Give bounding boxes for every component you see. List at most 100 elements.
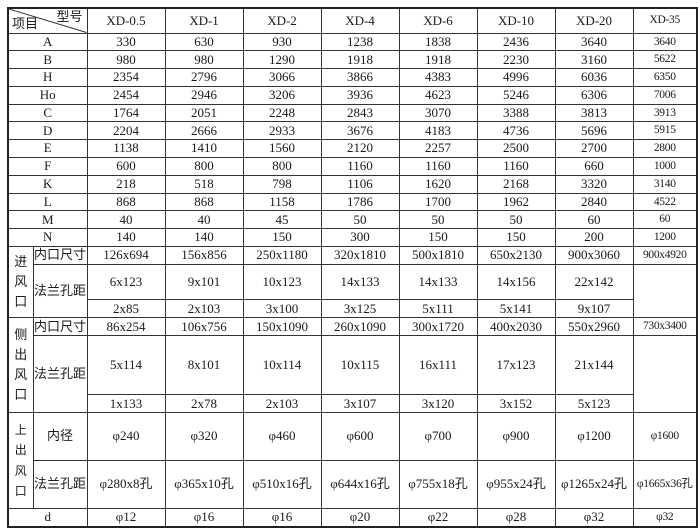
table-cell: 5x114	[86, 335, 166, 396]
table-cell: 7006	[632, 85, 698, 105]
table-cell: φ32	[632, 508, 698, 528]
header-row: 型号 项目 XD-0.5 XD-1 XD-2 XD-4 XD-6 XD-10 XD-20 XD-3…	[7, 7, 698, 34]
row-label: 内口尺寸	[32, 317, 88, 337]
table-cell: 3936	[320, 85, 400, 105]
table-cell: 5915	[632, 121, 698, 141]
table-cell: 126x694	[86, 245, 166, 265]
table-cell: 1410	[164, 139, 244, 158]
row-label: L	[7, 192, 88, 212]
table-cell: 1918	[398, 50, 478, 70]
table-cell: 550x2960	[554, 317, 634, 337]
table-cell: 3866	[320, 68, 400, 87]
row-label: 法兰孔距	[32, 460, 88, 510]
table-cell: 5696	[554, 121, 634, 141]
table-cell: 50	[320, 210, 400, 230]
row-label: E	[7, 139, 88, 158]
diagonal-divider	[9, 9, 86, 32]
table-cell: 2946	[164, 85, 244, 105]
table-cell: 980	[86, 50, 166, 70]
table-cell: 930	[242, 32, 322, 52]
row-label: C	[7, 103, 88, 123]
row-label: d	[7, 508, 88, 528]
table-cell: 40	[164, 210, 244, 230]
table-cell: φ16	[164, 508, 244, 528]
table-cell: φ32	[554, 508, 634, 528]
table-cell: 6306	[554, 85, 634, 105]
group-label: 进风口	[7, 245, 34, 319]
table-cell: 14x133	[320, 263, 400, 301]
table-cell: 2436	[476, 32, 556, 52]
table-cell: 650x2130	[476, 245, 556, 265]
table-cell: 900x4920	[632, 245, 698, 265]
table-row: 2x85 2x103 3x100 3x125 5x111 5x141 9x107	[8, 299, 697, 319]
table-cell: 1786	[320, 192, 400, 212]
table-cell: 4996	[476, 68, 556, 87]
table-cell: 2500	[476, 139, 556, 158]
table-cell: 17x123	[476, 335, 556, 396]
table-cell: 3640	[632, 32, 698, 52]
item-header-label: 项目	[12, 16, 39, 32]
table-cell: 300x1720	[398, 317, 478, 337]
table-row: 法兰孔距 5x114 8x101 10x114 10x115 16x111 17x123 21…	[8, 335, 698, 414]
table-cell: φ12	[86, 508, 166, 528]
table-cell: 330	[86, 32, 166, 52]
table-cell: 800	[164, 156, 244, 176]
table-cell: 200	[554, 228, 634, 247]
table-cell: 1764	[86, 103, 166, 123]
table-cell: 1106	[320, 174, 400, 194]
table-cell: 500x1810	[398, 245, 478, 265]
table-cell: 400x2030	[476, 317, 556, 337]
table-cell: 2x78	[164, 394, 244, 414]
table-cell: 10x115	[320, 335, 400, 396]
row-label: 法兰孔距	[32, 263, 88, 319]
table-row: Ho 2454 2946 3206 3936 4623 5246 6306 7006	[7, 85, 698, 105]
table-cell: 1700	[398, 192, 478, 212]
table-cell: 1200	[632, 228, 698, 247]
table-cell: 900x3060	[554, 245, 634, 265]
table-cell: 1x133	[86, 394, 166, 414]
table-cell: 2x85	[86, 299, 166, 319]
table-cell: 2204	[86, 121, 166, 141]
row-label: D	[7, 121, 88, 141]
table-cell: 5246	[476, 85, 556, 105]
model-header: XD-10	[476, 7, 556, 34]
table-cell: 1290	[242, 50, 322, 70]
table-cell: 3320	[554, 174, 634, 194]
table-cell: 868	[164, 192, 244, 212]
table-cell: 22x142	[554, 263, 634, 301]
table-cell: 21x144	[554, 335, 634, 396]
table-cell: 3206	[242, 85, 322, 105]
table-cell: φ644x16孔	[320, 460, 400, 510]
table-cell: φ1600	[632, 412, 698, 462]
table-cell: 800	[242, 156, 322, 176]
table-cell: 2843	[320, 103, 400, 123]
table-cell: 2800	[632, 139, 698, 158]
table-cell: 980	[164, 50, 244, 70]
table-row: 侧出风口 内口尺寸 86x254 106x756 150x1090 260x1090 300…	[7, 317, 698, 414]
table-cell: 2248	[242, 103, 322, 123]
table-cell: 140	[164, 228, 244, 247]
corner-header-cell: 型号 项目	[7, 7, 88, 34]
table-row: M 40 40 45 50 50 50 60 60	[7, 210, 698, 230]
table-cell: 2700	[554, 139, 634, 158]
table-cell: φ16	[242, 508, 322, 528]
table-cell: 1962	[476, 192, 556, 212]
table-cell: 14x133	[398, 263, 478, 301]
table-cell: 6x123	[86, 263, 166, 301]
table-cell: φ600	[320, 412, 400, 462]
table-cell: φ955x24孔	[476, 460, 556, 510]
table-cell: 6036	[554, 68, 634, 87]
model-header: XD-2	[242, 7, 322, 34]
table-cell: 518	[164, 174, 244, 194]
table-cell: 60	[632, 210, 698, 230]
table-cell: φ700	[398, 412, 478, 462]
table-row: C 1764 2051 2248 2843 3070 3388 3813 3913	[7, 103, 698, 123]
table-row: 上出风口 内径 φ240 φ320 φ460 φ600 φ700 φ900 φ1200 φ1600	[7, 412, 698, 510]
row-label: M	[7, 210, 88, 230]
table-cell: 4522	[632, 192, 698, 212]
table-cell: 630	[164, 32, 244, 52]
table-cell: 2120	[320, 139, 400, 158]
table-cell: 1918	[320, 50, 400, 70]
table-cell: φ900	[476, 412, 556, 462]
row-label: K	[7, 174, 88, 194]
